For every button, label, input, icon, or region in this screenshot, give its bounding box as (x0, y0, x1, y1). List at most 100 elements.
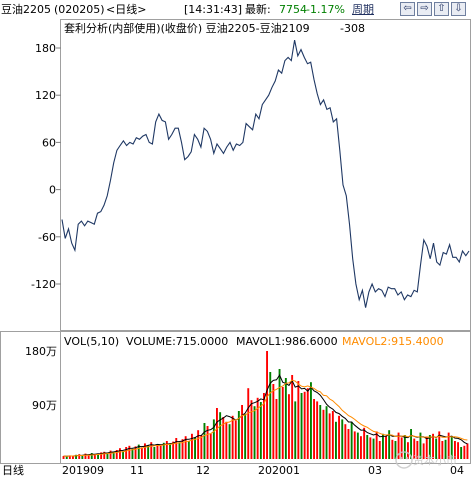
wechat-icon (395, 451, 413, 469)
volume-bar (278, 369, 281, 459)
volume-bar (72, 456, 74, 459)
volume-bar (219, 412, 222, 459)
volume-bar (303, 391, 306, 459)
volume-y-tick: 90万 (32, 399, 57, 412)
volume-bar (410, 429, 412, 459)
mavol2-label: MAVOL2:915.4000 (342, 335, 444, 348)
volume-bar (253, 406, 256, 459)
period-button[interactable]: 周期 (352, 3, 374, 16)
volume-bar (288, 394, 290, 459)
volume-bar (187, 441, 190, 459)
volume-bar (322, 409, 325, 459)
volume-bar (191, 433, 193, 459)
volume-bar (222, 417, 225, 459)
volume-bar (119, 448, 121, 459)
volume-bar (97, 453, 99, 459)
volume-bar (250, 400, 253, 459)
latest-price: 7754 (279, 3, 307, 16)
volume-bar (87, 454, 90, 459)
volume-bar (375, 431, 378, 459)
volume-bar (413, 438, 416, 459)
volume-bar (106, 453, 109, 459)
spread-current-value: -308 (340, 22, 365, 35)
volume-bar (428, 435, 431, 459)
volume-bar (144, 443, 146, 459)
volume-bar (125, 447, 128, 459)
volume-y-tick: 180万 (25, 345, 57, 358)
volume-bar (159, 445, 162, 459)
volume-bar (62, 456, 65, 459)
timestamp: [14:31:43] (184, 3, 242, 16)
volume-bar (281, 387, 284, 459)
watermark-text: 资本小市 (413, 453, 457, 467)
volume-bar (203, 423, 206, 459)
volume-bar (93, 454, 96, 459)
instrument-code: (020205) (54, 3, 105, 16)
volume-bar (109, 450, 112, 459)
volume-bar (319, 405, 322, 459)
volume-bar (112, 451, 115, 459)
volume-bar (444, 439, 447, 459)
volume-bar (216, 408, 218, 459)
volume-bar (115, 450, 118, 459)
volume-bar (438, 431, 441, 459)
volume-bar (212, 419, 215, 459)
volume-bar (328, 413, 331, 459)
volume-bar (447, 432, 450, 459)
volume-bar (266, 351, 268, 459)
volume-bar (84, 453, 87, 459)
volume-bar (341, 419, 344, 459)
volume-bar (382, 433, 384, 459)
volume-bar (153, 447, 156, 459)
volume-bar (234, 420, 237, 459)
spread-panel-title: 套利分析(内部使用)(收盘价) 豆油2205-豆油2109 (64, 21, 310, 35)
volume-bar (241, 405, 243, 459)
x-axis-tick: 03 (368, 464, 382, 477)
arrow-left-icon[interactable]: ⇦ (400, 2, 415, 16)
volume-bar (397, 432, 400, 459)
volume-bar (150, 442, 153, 459)
volume-bar (209, 433, 212, 459)
spread-y-tick: -60 (38, 231, 56, 244)
x-axis-ticks: 201909 11 12 202001 03 04 (62, 464, 464, 477)
volume-bar (310, 382, 312, 459)
volume-bar (65, 456, 68, 459)
volume-bar (134, 446, 137, 459)
volume-bar (363, 427, 366, 459)
arrow-down-icon[interactable]: ⇩ (451, 2, 466, 16)
mavol2-line (63, 379, 468, 457)
volume-bar (369, 437, 372, 459)
volume-bar (300, 393, 303, 459)
arrow-up-icon[interactable]: ⇧ (434, 2, 449, 16)
volume-bar (466, 443, 469, 459)
volume-bar (75, 454, 77, 459)
change-percent: -1.17% (306, 3, 345, 16)
volume-bar (200, 435, 203, 459)
volume-bar (184, 436, 187, 459)
arrow-right-icon[interactable]: ⇨ (417, 2, 432, 16)
volume-bar (441, 441, 444, 459)
volume-bar (122, 451, 124, 459)
volume-bar (450, 436, 453, 459)
mavol1-label: MAVOL1:986.6000 (236, 335, 338, 348)
volume-bar (297, 381, 300, 459)
volume-bar (353, 431, 356, 459)
volume-bar (356, 432, 359, 459)
volume-bar (269, 372, 272, 459)
volume-bar (454, 441, 456, 459)
volume-bar (237, 411, 240, 459)
volume-bar (275, 399, 278, 459)
volume-bar (244, 414, 247, 459)
volume-bar (225, 421, 228, 459)
spread-y-tick: 0 (49, 184, 56, 197)
volume-bar (316, 401, 319, 459)
volume-bar (331, 411, 334, 459)
volume-bar (165, 441, 168, 459)
volume-bar (68, 455, 71, 459)
volume-bar (103, 451, 106, 459)
x-axis-label: 日线 (2, 463, 24, 477)
x-axis-tick: 201909 (62, 464, 104, 477)
volume-bar (162, 442, 165, 459)
instrument-name: 豆油2205 (1, 3, 51, 16)
